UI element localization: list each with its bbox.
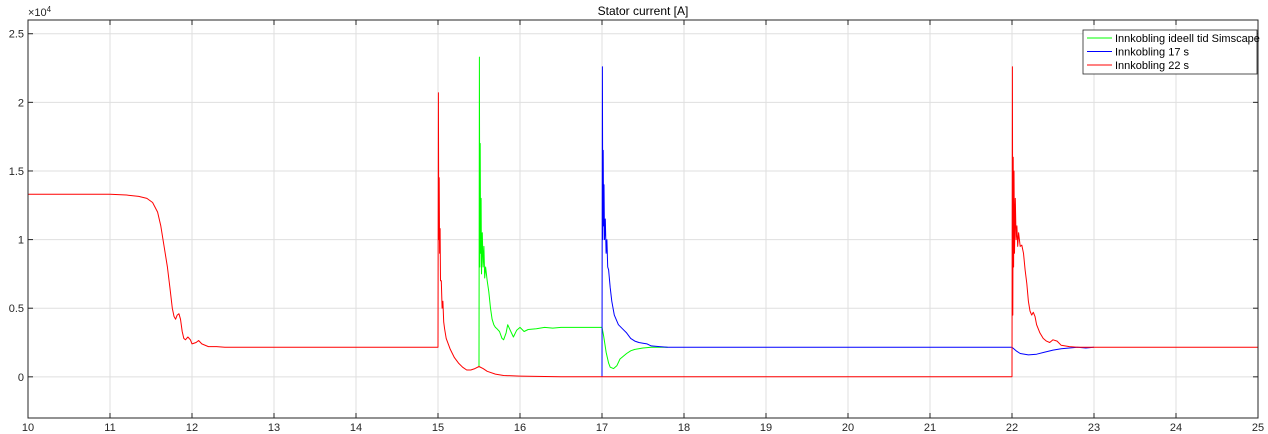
x-tick-label: 20 <box>842 422 854 434</box>
x-tick-label: 19 <box>760 422 772 434</box>
y-tick-label: 2.5 <box>9 29 24 41</box>
legend-label-2: Innkobling 17 s <box>1115 47 1189 59</box>
y-exponent-label: ×104 <box>28 5 52 19</box>
y-axis-ticks: 0 0.5 1 1.5 2 2.5 <box>9 29 1258 384</box>
y-tick-label: 0 <box>18 372 24 384</box>
x-tick-label: 22 <box>1006 422 1018 434</box>
x-tick-label: 17 <box>596 422 608 434</box>
series-line-1 <box>478 56 668 370</box>
x-tick-label: 24 <box>1170 422 1182 434</box>
series-line-2 <box>601 66 1095 377</box>
y-tick-label: 1 <box>18 235 24 247</box>
x-axis-ticks: 10 11 12 13 14 15 16 17 18 19 20 21 22 23 24 25 <box>22 20 1264 434</box>
x-tick-label: 16 <box>514 422 526 434</box>
x-tick-label: 15 <box>432 422 444 434</box>
y-tick-label: 2 <box>18 97 24 109</box>
y-tick-label: 1.5 <box>9 166 24 178</box>
x-tick-label: 25 <box>1252 422 1264 434</box>
x-tick-label: 12 <box>186 422 198 434</box>
x-tick-label: 18 <box>678 422 690 434</box>
y-exponent-power: 4 <box>47 5 52 14</box>
series-line-3 <box>28 66 1258 378</box>
x-tick-label: 11 <box>104 422 115 434</box>
x-tick-label: 14 <box>350 422 362 434</box>
legend-label-1: Innkobling ideell tid Simscape <box>1115 33 1260 45</box>
legend: Innkobling ideell tid Simscape Innkobling… <box>1082 29 1260 75</box>
x-tick-label: 21 <box>924 422 936 434</box>
chart-title: Stator current [A] <box>598 4 689 18</box>
y-tick-label: 0.5 <box>9 303 24 315</box>
legend-label-3: Innkobling 22 s <box>1115 60 1189 72</box>
series-layer <box>28 56 1258 378</box>
x-tick-label: 10 <box>22 422 34 434</box>
plot-border <box>27 19 1259 419</box>
plot-background <box>28 20 1258 418</box>
x-tick-label: 13 <box>268 422 280 434</box>
x-tick-label: 23 <box>1088 422 1100 434</box>
